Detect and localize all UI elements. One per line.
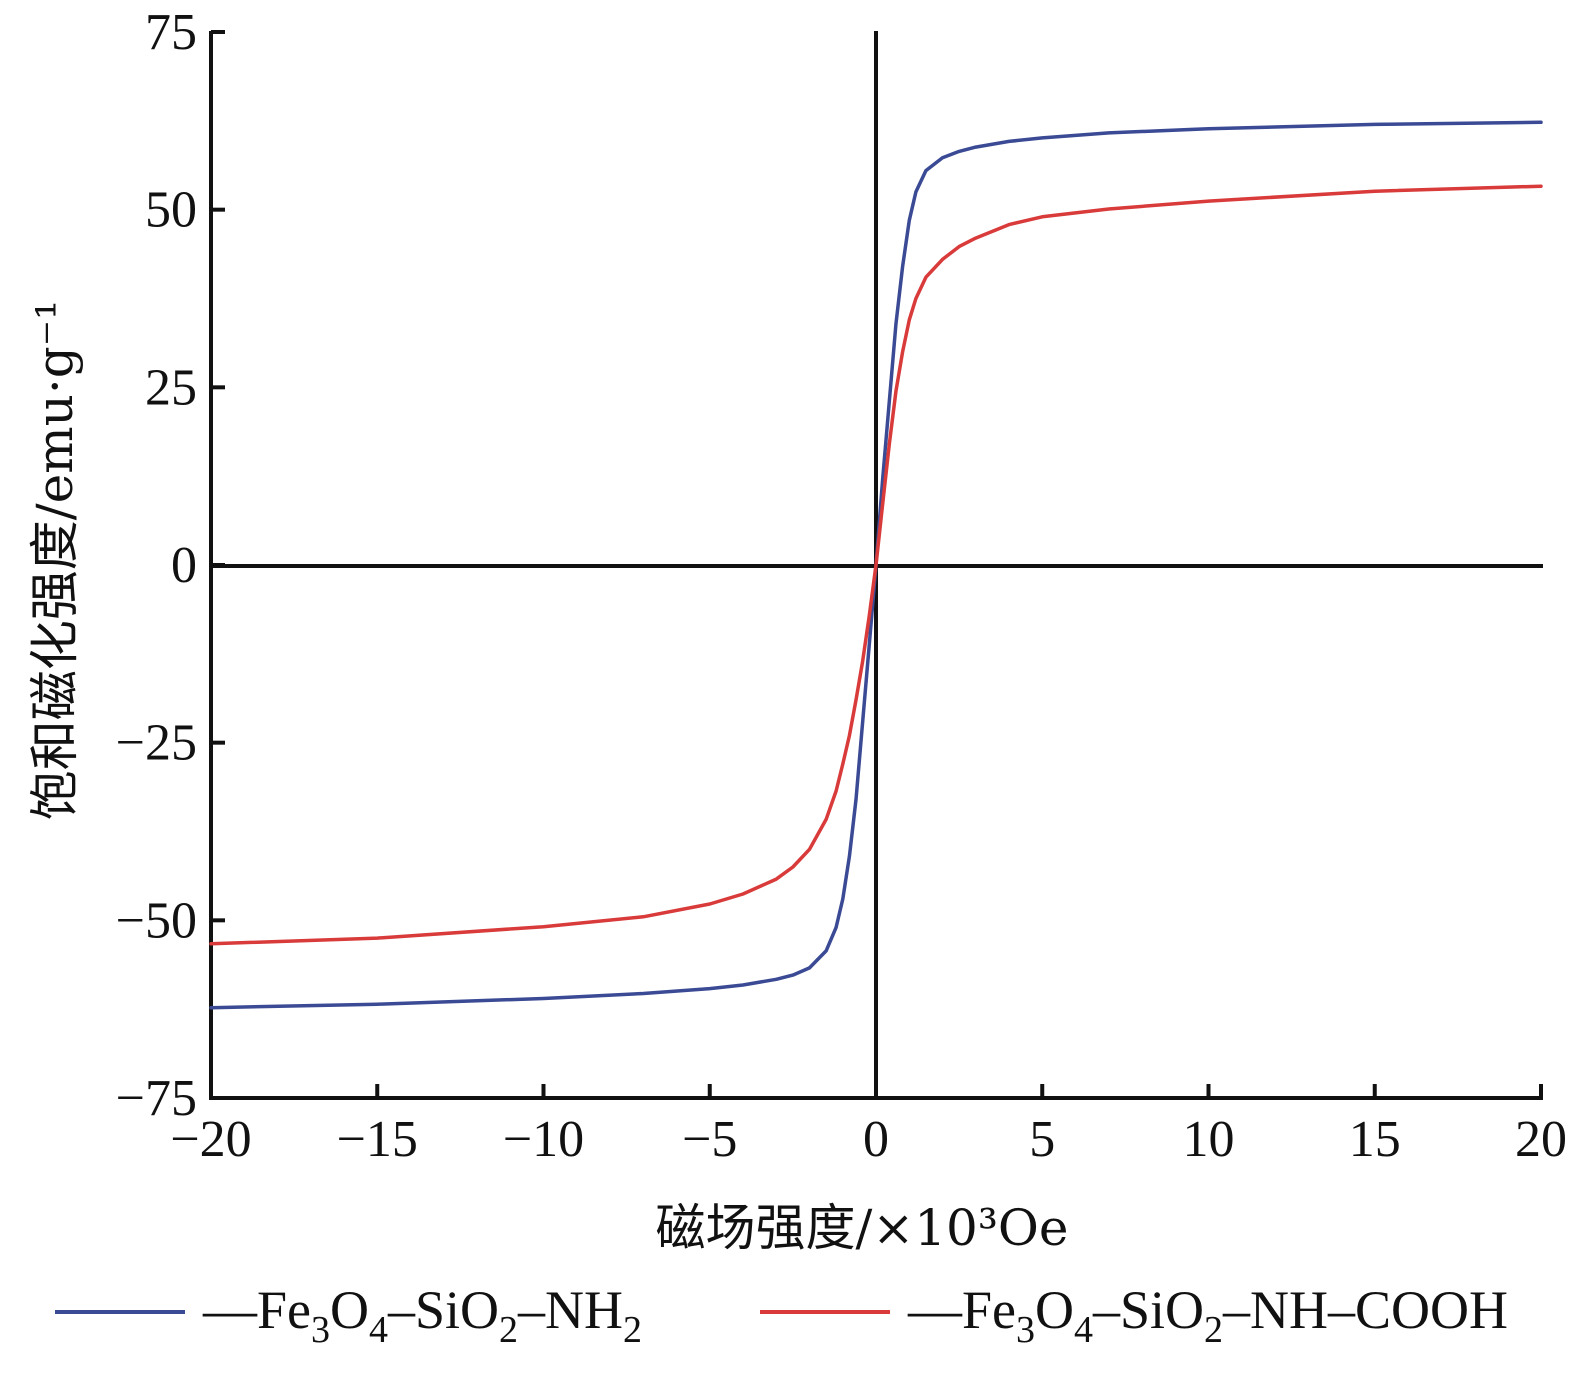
- x-tick-label: −15: [337, 1111, 418, 1168]
- legend-item-2: —Fe3O4–SiO2–NH–COOH: [760, 1280, 1508, 1351]
- x-axis-title: 磁场强度/×10³Oe: [656, 1199, 1069, 1257]
- legend: —Fe3O4–SiO2–NH2 —Fe3O4–SiO2–NH–COOH: [55, 1280, 1508, 1351]
- x-tick-label: 20: [1515, 1111, 1567, 1168]
- x-tick-label: −10: [503, 1111, 584, 1168]
- legend-label: —Fe3O4–SiO2–NH2: [202, 1280, 642, 1351]
- x-tick-label: −5: [682, 1111, 737, 1168]
- x-tick-label: 0: [863, 1111, 889, 1168]
- y-tick-label: 75: [145, 4, 197, 61]
- legend-item-1: —Fe3O4–SiO2–NH2: [55, 1280, 642, 1351]
- y-tick-label: −25: [116, 715, 197, 772]
- y-tick-label: 25: [145, 359, 197, 416]
- y-tick-label: 0: [171, 537, 197, 594]
- y-tick-label: −50: [116, 892, 197, 949]
- series-layer: [209, 120, 1543, 1010]
- x-tick-label: 5: [1029, 1111, 1055, 1168]
- legend-label: —Fe3O4–SiO2–NH–COOH: [907, 1280, 1508, 1351]
- y-axis-title: 饱和磁化强度/emu·g⁻¹: [26, 300, 84, 820]
- x-tick-label: 15: [1349, 1111, 1401, 1168]
- x-tick-label: 10: [1183, 1111, 1235, 1168]
- series-line-2: [209, 184, 1543, 946]
- y-tick-label: 50: [145, 182, 197, 239]
- y-tick-label: −75: [116, 1070, 197, 1127]
- x-tick-label: −20: [170, 1111, 251, 1168]
